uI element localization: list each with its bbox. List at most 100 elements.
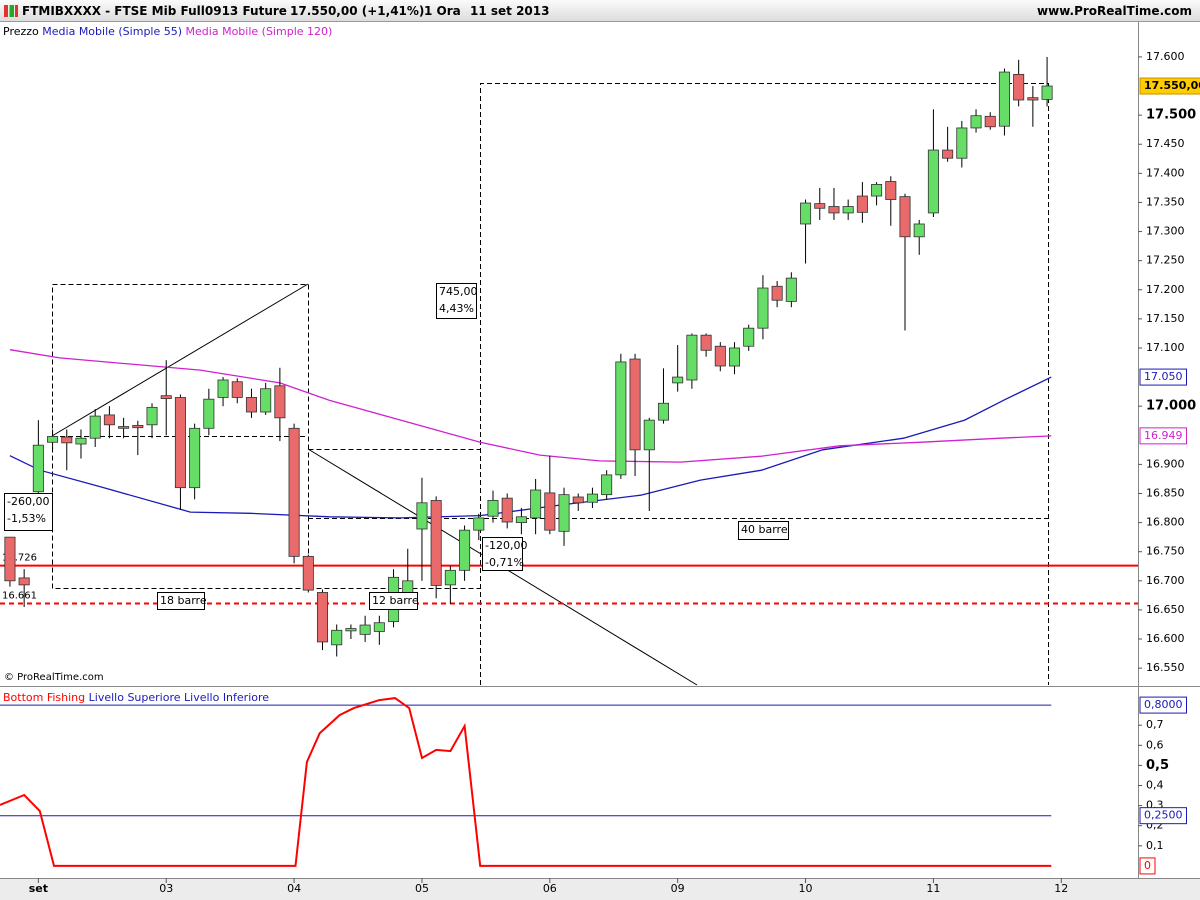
annotation-text: 12 barre [372, 594, 419, 607]
candle-body [231, 381, 243, 398]
value-box-label: 16.949 [1144, 429, 1183, 442]
candle-body [601, 474, 613, 496]
annotation-text: -120,00 [485, 539, 527, 552]
candle-body [714, 345, 726, 367]
legend-entry: Livello Superiore [89, 691, 181, 704]
date: 11 set 2013 [470, 4, 550, 18]
y-tick-label: 17.100 [1146, 341, 1185, 354]
level-label: 16.661 [2, 591, 37, 602]
y-tick-label: 17.300 [1146, 225, 1185, 238]
candle-body [686, 334, 698, 381]
candle-body [998, 71, 1010, 127]
annotation-text: -260,00 [7, 495, 49, 508]
value-box-label: 17.550,00 [1144, 79, 1200, 92]
candle-body [1013, 73, 1025, 101]
candle-body [1041, 85, 1053, 100]
y-tick-label: 16.800 [1146, 516, 1185, 529]
y-tick-label: 17.150 [1146, 312, 1185, 325]
candle-body [728, 347, 741, 367]
candle-body [856, 195, 868, 213]
candle-body [89, 415, 101, 439]
candle-body [444, 569, 456, 586]
legend-entry: Prezzo [3, 25, 39, 38]
y-tick-label: 17.000 [1146, 399, 1196, 414]
x-tick-label: set [29, 882, 48, 895]
header-bar: FTMIBXXXX - FTSE Mib Full0913 Future 17.… [0, 0, 1200, 22]
candle-body [430, 500, 442, 586]
y-tick-label: 16.850 [1146, 486, 1185, 499]
candle-body [118, 426, 130, 429]
y-tick-label: 17.250 [1146, 254, 1185, 267]
annotation-text: -0,71% [485, 556, 524, 569]
annotation-box [738, 521, 789, 540]
candle-body [217, 379, 229, 398]
candle-body [61, 436, 73, 444]
candle-body [103, 414, 115, 426]
candle-body [530, 489, 542, 519]
legend-entry: Bottom Fishing [3, 691, 85, 704]
annotation-box [157, 592, 205, 610]
annotation-text: 40 barre [741, 523, 788, 536]
candle-body [743, 327, 755, 347]
y-tick-label: 0,5 [1146, 758, 1169, 773]
last-price: 17.550,00 (+1,41%) [290, 4, 425, 18]
candle-body [501, 497, 513, 523]
annotation-text: -1,53% [7, 512, 46, 525]
symbol: FTMIBXXXX - FTSE Mib Full0913 Future [22, 4, 287, 18]
candle-body [487, 500, 499, 517]
indicator-line [0, 697, 1052, 867]
candle-body [615, 361, 627, 476]
candle-body [544, 492, 556, 531]
y-tick-label: 17.450 [1146, 137, 1185, 150]
candle-body [814, 203, 826, 209]
candle-body [1027, 97, 1039, 101]
value-box: 0,8000 [1139, 696, 1187, 714]
y-tick-label: 17.500 [1146, 108, 1196, 123]
candle-body [828, 206, 840, 214]
annotation: -120,00 -0,71% [482, 537, 527, 571]
y-tick-label: 16.700 [1146, 574, 1185, 587]
candle-body [785, 277, 797, 302]
candle-body [416, 502, 428, 530]
value-box-bg [1139, 696, 1187, 714]
candle-body [302, 555, 314, 591]
candle-body [672, 376, 684, 384]
candle-body [700, 334, 712, 351]
measure-box [480, 83, 1049, 685]
value-box: 17.550,00 [1139, 77, 1200, 95]
candle-body [402, 580, 414, 593]
candle-body [913, 223, 925, 238]
candle-body [757, 287, 769, 329]
candle-body [473, 517, 485, 531]
x-tick-label: 05 [415, 882, 429, 895]
measure-box [52, 284, 309, 589]
value-box-bg [1139, 368, 1187, 386]
candle-body [146, 406, 158, 426]
value-box: 0 [1139, 857, 1156, 875]
candle-body [871, 184, 883, 197]
logo-icon [4, 5, 18, 17]
candle-body [245, 397, 257, 413]
measure-box [308, 449, 481, 589]
candle-body [942, 149, 954, 159]
y-tick-label: 0,7 [1146, 718, 1164, 731]
y-tick-label: 16.650 [1146, 603, 1185, 616]
candle-body [771, 285, 783, 301]
y-tick-label: 17.350 [1146, 195, 1185, 208]
candle-body [572, 496, 584, 504]
candle-body [459, 529, 471, 571]
candle-body [927, 149, 939, 214]
annotation-box [436, 283, 477, 319]
legend: Prezzo Media Mobile (Simple 55) Media Mo… [3, 25, 332, 38]
value-box-bg [1139, 77, 1200, 95]
annotation-text: 18 barre [160, 594, 207, 607]
value-box-bg [1139, 807, 1187, 825]
candle-body [288, 427, 300, 557]
candle-body [643, 419, 655, 451]
x-tick-label: 06 [543, 882, 557, 895]
y-tick-label: 16.550 [1146, 661, 1185, 674]
y-tick-label: 16.900 [1146, 457, 1185, 470]
candle-body [657, 402, 669, 421]
annotation: 40 barre [738, 521, 789, 540]
candle-body [359, 624, 371, 635]
